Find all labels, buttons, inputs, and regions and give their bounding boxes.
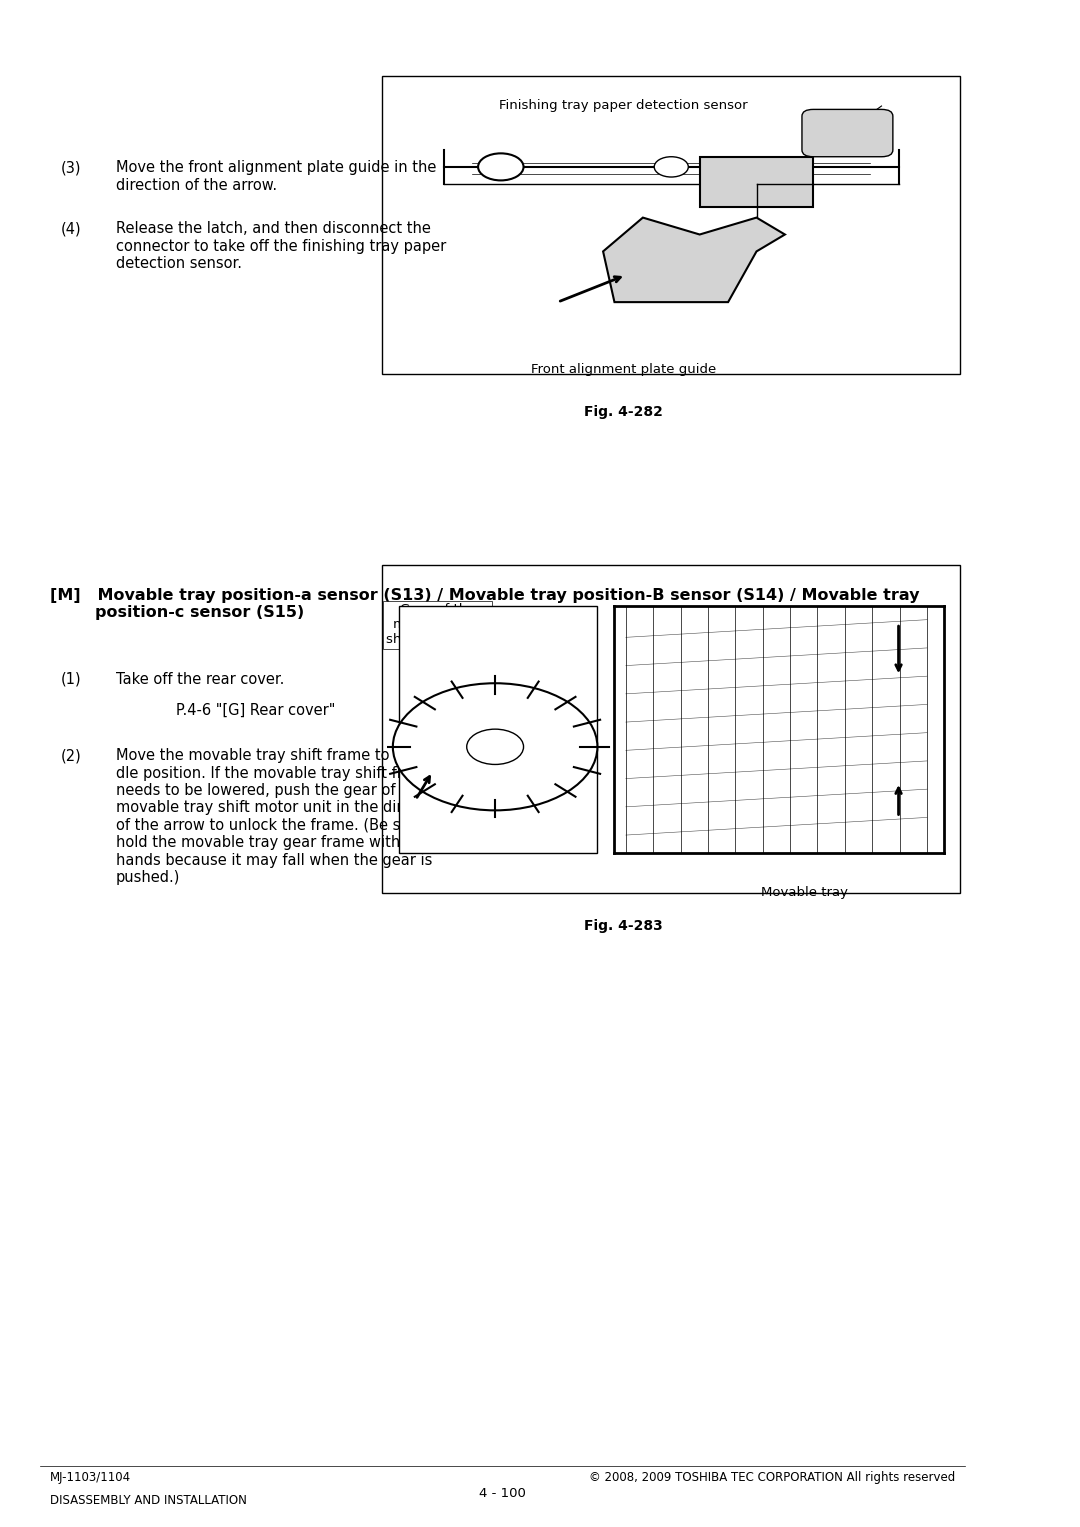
- Text: Release the latch, and then disconnect the
connector to take off the finishing t: Release the latch, and then disconnect t…: [116, 221, 446, 272]
- Text: Fig. 4-282: Fig. 4-282: [584, 405, 663, 418]
- Text: © 2008, 2009 TOSHIBA TEC CORPORATION All rights reserved: © 2008, 2009 TOSHIBA TEC CORPORATION All…: [589, 1471, 956, 1484]
- Text: Gear of the
movable tray
shift motor unit: Gear of the movable tray shift motor uni…: [386, 603, 489, 646]
- Text: Movable tray: Movable tray: [761, 886, 848, 899]
- Text: (2): (2): [60, 748, 81, 764]
- Text: Fig. 4-283: Fig. 4-283: [584, 919, 663, 933]
- Text: P.4-6 "[G] Rear cover": P.4-6 "[G] Rear cover": [176, 702, 336, 718]
- Text: (4): (4): [60, 221, 81, 237]
- Text: Move the movable tray shift frame to the mid-
dle position. If the movable tray : Move the movable tray shift frame to the…: [116, 748, 456, 886]
- Text: Finishing tray paper detection sensor: Finishing tray paper detection sensor: [499, 99, 747, 113]
- Text: MJ-1103/1104: MJ-1103/1104: [51, 1471, 132, 1484]
- FancyBboxPatch shape: [382, 76, 960, 374]
- FancyBboxPatch shape: [382, 565, 960, 893]
- Text: Move the front alignment plate guide in the
direction of the arrow.: Move the front alignment plate guide in …: [116, 160, 436, 192]
- Text: (3): (3): [60, 160, 81, 176]
- Text: [M]   Movable tray position-a sensor (S13) / Movable tray position-B sensor (S14: [M] Movable tray position-a sensor (S13)…: [51, 588, 920, 620]
- Text: DISASSEMBLY AND INSTALLATION: DISASSEMBLY AND INSTALLATION: [51, 1493, 247, 1507]
- Text: 4 - 100: 4 - 100: [480, 1486, 526, 1500]
- Text: (1): (1): [60, 672, 81, 687]
- Text: Take off the rear cover.: Take off the rear cover.: [116, 672, 284, 687]
- Text: Front alignment plate guide: Front alignment plate guide: [531, 363, 716, 377]
